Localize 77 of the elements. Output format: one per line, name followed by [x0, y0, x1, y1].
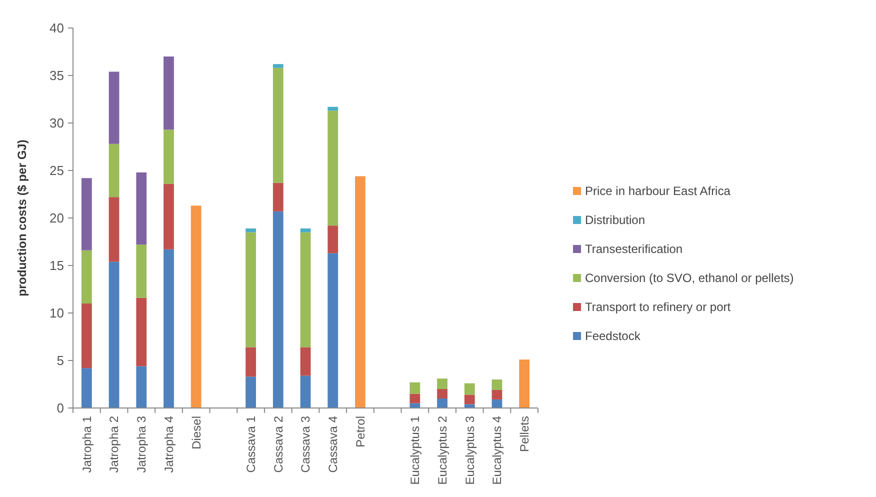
x-tick-label: Eucalyptus 1	[408, 416, 422, 485]
x-tick-label: Cassava 1	[244, 416, 258, 473]
bar	[136, 244, 147, 298]
bar	[136, 172, 147, 245]
y-tick-label: 35	[50, 68, 64, 84]
y-tick-label: 5	[56, 353, 64, 368]
x-tick-label: Jatropha 3	[134, 416, 149, 473]
bar	[410, 394, 420, 404]
bar	[300, 347, 311, 376]
legend-label: Distribution	[585, 213, 646, 228]
bar	[246, 376, 256, 408]
legend-label: Price in harbour East Africa	[585, 184, 731, 198]
bar	[328, 253, 338, 408]
bar	[464, 394, 475, 404]
legend-label: Conversion (to SVO, ethanol or pellets)	[585, 271, 794, 286]
bar	[246, 228, 256, 232]
bar	[492, 399, 502, 408]
bar	[190, 206, 202, 408]
legend-label: Feedstock	[585, 329, 642, 344]
bar	[300, 232, 311, 348]
y-axis-title: production costs ($ per GJ)	[15, 140, 29, 296]
y-tick-label: 15	[50, 258, 64, 274]
bar	[108, 144, 120, 198]
x-tick-label: Jatropha 2	[107, 416, 122, 473]
bar	[136, 298, 147, 366]
bar	[437, 378, 448, 389]
bar	[300, 376, 311, 408]
bar	[272, 64, 284, 68]
bar	[328, 226, 338, 254]
y-tick-label: 40	[50, 20, 64, 36]
bar	[81, 304, 92, 368]
x-tick-label: Pellets	[518, 416, 532, 452]
bar	[108, 197, 120, 262]
x-tick-label: Eucalyptus 2	[435, 416, 450, 485]
y-tick-label: 10	[50, 306, 64, 321]
x-tick-label: Diesel	[189, 416, 204, 450]
x-tick-label: Cassava 2	[271, 416, 286, 473]
bar	[437, 389, 448, 398]
x-tick-label: Cassava 3	[298, 416, 313, 473]
bar	[108, 262, 120, 408]
x-tick-label: Jatropha 4	[162, 416, 176, 473]
y-tick-label: 0	[56, 400, 64, 416]
bar	[164, 184, 174, 250]
bar	[272, 68, 284, 183]
x-tick-label: Petrol	[353, 416, 368, 448]
x-tick-label: Eucalyptus 4	[490, 416, 504, 485]
x-tick-label: Cassava 4	[326, 416, 340, 473]
bar	[136, 366, 147, 408]
bar	[328, 106, 338, 111]
bar	[81, 178, 92, 250]
bar	[246, 232, 256, 348]
bar	[272, 211, 284, 408]
bar	[164, 249, 174, 408]
bar	[492, 380, 502, 390]
x-tick-label: Eucalyptus 3	[462, 416, 477, 485]
bar	[328, 110, 338, 226]
bar	[492, 390, 502, 400]
bar	[355, 176, 366, 408]
bar	[519, 360, 530, 408]
bar	[246, 347, 256, 377]
y-tick-label: 25	[50, 163, 64, 178]
bar	[272, 182, 284, 212]
bar	[81, 368, 92, 408]
x-tick-label: Jatropha 1	[80, 416, 94, 473]
bar	[164, 130, 174, 184]
y-tick-label: 20	[50, 210, 64, 226]
legend-label: Transport to refinery or port	[585, 300, 732, 314]
y-tick-label: 30	[50, 116, 64, 131]
bar	[437, 398, 448, 408]
bar	[410, 382, 420, 394]
bar	[464, 404, 475, 408]
bar	[108, 72, 120, 144]
bar	[81, 250, 92, 304]
bar	[464, 383, 475, 395]
bar	[164, 56, 174, 130]
bar	[300, 228, 311, 232]
legend-label: Transesterification	[585, 242, 683, 256]
